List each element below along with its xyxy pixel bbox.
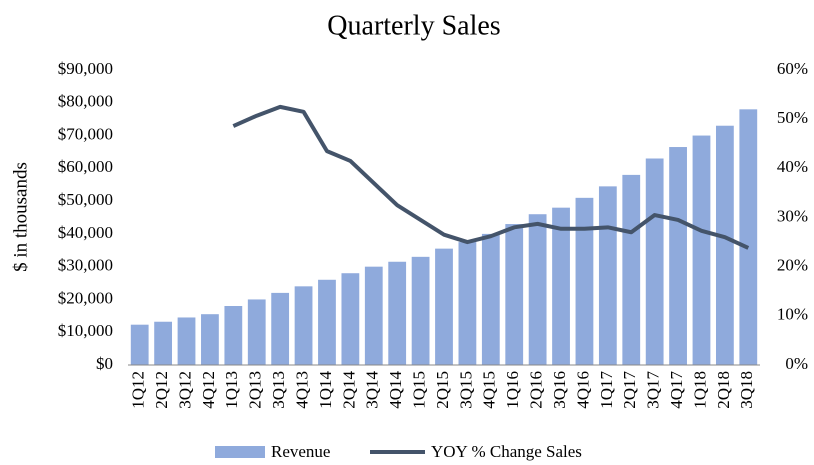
- x-tick-label: 1Q16: [503, 371, 522, 409]
- y2-tick-label: 0%: [785, 354, 808, 373]
- bar: [177, 317, 196, 365]
- line: [232, 104, 750, 250]
- x-tick-label: 1Q18: [690, 371, 709, 409]
- y-tick-label: $70,000: [58, 124, 113, 143]
- x-tick-label: 3Q13: [269, 371, 288, 409]
- x-tick-label: 2Q16: [527, 371, 546, 409]
- y2-tick-label: 50%: [777, 108, 808, 127]
- x-tick-label: 3Q12: [175, 371, 194, 409]
- x-tick-label: 1Q14: [316, 371, 335, 409]
- y-tick-label: $60,000: [58, 157, 113, 176]
- bar: [692, 135, 711, 365]
- bar: [598, 186, 617, 365]
- x-tick-label: 3Q18: [737, 371, 756, 409]
- bar: [318, 279, 336, 365]
- legend-label: Revenue: [271, 442, 330, 461]
- bar: [575, 197, 594, 365]
- legend-swatch: [215, 446, 265, 458]
- bar: [435, 248, 453, 365]
- y2-tick-label: 10%: [777, 305, 808, 324]
- x-tick-label: 4Q16: [573, 371, 592, 409]
- x-tick-label: 4Q13: [292, 371, 311, 409]
- x-tick-label: 4Q14: [386, 371, 405, 409]
- bar: [739, 109, 758, 365]
- x-tick-label: 1Q15: [409, 371, 428, 409]
- chart-title: Quarterly Sales: [327, 10, 500, 41]
- x-tick-label: 3Q17: [644, 371, 663, 409]
- x-tick-label: 2Q12: [152, 371, 171, 409]
- bar: [201, 314, 219, 365]
- y-tick-label: $40,000: [58, 223, 113, 242]
- bar: [224, 306, 243, 365]
- bar: [622, 174, 641, 365]
- y-tick-label: $80,000: [58, 92, 113, 111]
- x-tick-label: 3Q14: [363, 371, 382, 409]
- bar: [528, 214, 547, 365]
- bar: [271, 292, 290, 365]
- bar: [552, 207, 570, 365]
- legend-label: YOY % Change Sales: [431, 442, 582, 461]
- x-tick-label: 4Q15: [480, 371, 499, 409]
- y-tick-label: $20,000: [58, 288, 113, 307]
- y-axis-title: $ in thousands: [10, 162, 31, 272]
- x-tick-label: 1Q13: [222, 371, 241, 409]
- y-tick-label: $50,000: [58, 190, 113, 209]
- y2-tick-label: 30%: [777, 206, 808, 225]
- y-tick-label: $10,000: [58, 321, 113, 340]
- bar: [645, 158, 664, 365]
- bar: [458, 242, 477, 365]
- x-tick-label: 3Q15: [456, 371, 475, 409]
- y2-tick-label: 20%: [777, 256, 808, 275]
- x-tick-label: 4Q12: [199, 371, 218, 409]
- x-tick-label: 2Q17: [620, 371, 639, 409]
- bar: [294, 286, 313, 365]
- bar: [481, 233, 500, 365]
- x-tick-label: 1Q12: [129, 371, 148, 409]
- bar: [505, 224, 524, 365]
- bar: [364, 266, 383, 365]
- y2-tick-label: 40%: [777, 157, 808, 176]
- x-tick-label: 2Q14: [339, 371, 358, 409]
- y-tick-label: $90,000: [58, 59, 113, 78]
- x-tick-label: 2Q15: [433, 371, 452, 409]
- bar: [130, 324, 149, 365]
- x-tick-label: 2Q18: [714, 371, 733, 409]
- bar: [388, 261, 407, 365]
- y-tick-label: $0: [96, 354, 113, 373]
- bar: [669, 147, 687, 365]
- bar: [411, 256, 430, 365]
- bar: [247, 299, 266, 365]
- bar: [715, 125, 734, 365]
- bar: [341, 273, 360, 365]
- y-tick-label: $30,000: [58, 256, 113, 275]
- x-tick-label: 3Q16: [550, 371, 569, 409]
- y2-tick-label: 60%: [777, 59, 808, 78]
- x-tick-label: 4Q17: [667, 371, 686, 409]
- bar: [154, 321, 173, 365]
- x-tick-label: 2Q13: [246, 371, 265, 409]
- x-tick-label: 1Q17: [597, 371, 616, 409]
